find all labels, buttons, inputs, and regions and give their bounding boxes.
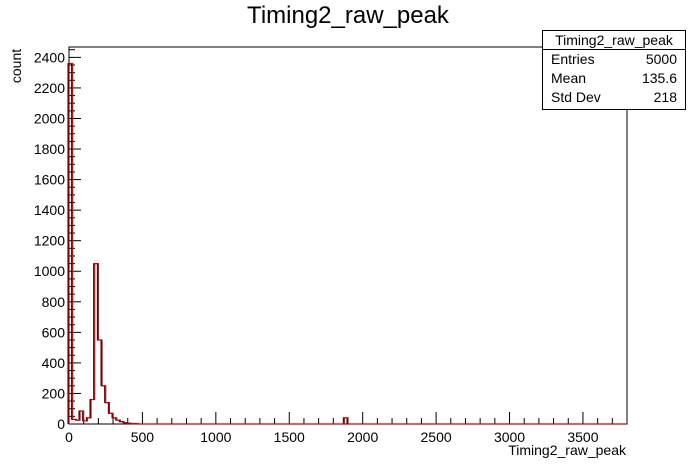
x-axis-label: Timing2_raw_peak (508, 442, 626, 458)
x-tick-label: 3500 (567, 429, 598, 445)
x-tick-label: 2500 (421, 429, 452, 445)
y-tick-label: 2200 (34, 80, 65, 96)
stats-label: Std Dev (551, 89, 601, 105)
chart-title: Timing2_raw_peak (247, 2, 449, 29)
stats-row-stddev: Std Dev 218 (543, 88, 685, 107)
x-tick-label: 500 (131, 429, 155, 445)
stats-value: 218 (653, 89, 677, 105)
stats-label: Entries (551, 51, 595, 67)
stats-box: Timing2_raw_peak Entries 5000 Mean 135.6… (542, 30, 686, 110)
y-tick-label: 0 (57, 416, 65, 432)
stats-title: Timing2_raw_peak (543, 31, 685, 50)
stats-row-mean: Mean 135.6 (543, 69, 685, 88)
y-tick-label: 400 (42, 355, 66, 371)
x-tick-label: 0 (65, 429, 73, 445)
y-tick-label: 1800 (34, 141, 65, 157)
stats-value: 135.6 (641, 70, 677, 86)
y-tick-label: 1600 (34, 172, 65, 188)
x-tick-label: 1000 (200, 429, 231, 445)
y-tick-label: 1400 (34, 202, 65, 218)
y-tick-label: 800 (42, 294, 66, 310)
y-tick-label: 2400 (34, 49, 65, 65)
y-tick-label: 600 (42, 324, 66, 340)
y-tick-label: 1200 (34, 233, 65, 249)
x-tick-label: 1500 (274, 429, 305, 445)
x-tick-label: 2000 (347, 429, 378, 445)
histogram-line (68, 62, 627, 425)
stats-value: 5000 (645, 51, 677, 67)
histogram-shadow (67, 62, 626, 425)
stats-row-entries: Entries 5000 (543, 50, 685, 69)
stats-label: Mean (551, 70, 587, 86)
y-tick-label: 200 (42, 385, 66, 401)
y-tick-label: 2000 (34, 110, 65, 126)
y-tick-label: 1000 (34, 263, 65, 279)
x-tick-label: 3000 (494, 429, 525, 445)
